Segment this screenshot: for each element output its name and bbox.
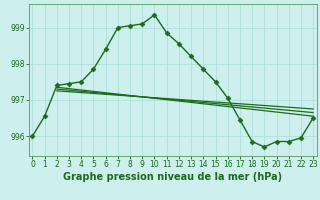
X-axis label: Graphe pression niveau de la mer (hPa): Graphe pression niveau de la mer (hPa): [63, 172, 282, 182]
